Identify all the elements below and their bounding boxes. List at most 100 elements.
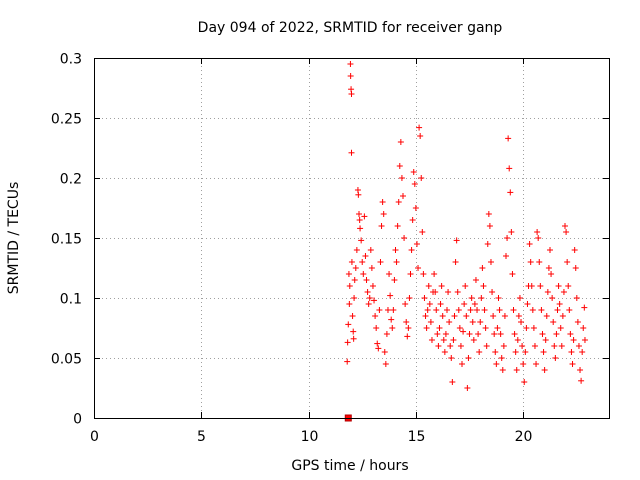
data-point bbox=[577, 367, 584, 373]
data-point bbox=[422, 313, 429, 319]
data-point bbox=[494, 325, 501, 331]
data-point bbox=[362, 253, 369, 259]
data-point bbox=[553, 331, 560, 337]
data-point bbox=[518, 319, 525, 325]
data-point bbox=[474, 307, 481, 313]
data-point bbox=[351, 295, 358, 301]
data-point bbox=[544, 289, 551, 295]
data-point bbox=[349, 313, 356, 319]
data-point bbox=[451, 313, 458, 319]
data-point bbox=[434, 331, 441, 337]
chart-title: Day 094 of 2022, SRMTID for receiver gan… bbox=[198, 20, 503, 36]
data-point bbox=[543, 313, 550, 319]
data-point bbox=[439, 313, 446, 319]
data-point bbox=[408, 247, 415, 253]
data-point bbox=[533, 361, 540, 367]
data-point bbox=[357, 225, 364, 232]
data-point bbox=[460, 328, 467, 335]
data-point bbox=[471, 301, 478, 307]
data-point bbox=[421, 295, 428, 301]
data-point bbox=[387, 292, 394, 299]
data-point bbox=[353, 247, 360, 253]
data-point bbox=[530, 325, 537, 331]
data-point bbox=[513, 367, 520, 373]
data-point bbox=[545, 265, 552, 271]
data-point bbox=[522, 349, 529, 355]
data-point bbox=[394, 223, 401, 229]
data-point bbox=[398, 175, 405, 181]
data-point bbox=[449, 379, 456, 385]
data-point bbox=[425, 283, 432, 289]
data-point bbox=[526, 241, 533, 247]
data-point bbox=[452, 259, 459, 265]
data-point bbox=[344, 358, 351, 365]
data-point bbox=[501, 313, 508, 319]
data-point bbox=[550, 319, 557, 325]
data-point bbox=[360, 271, 367, 277]
data-point bbox=[407, 271, 414, 277]
data-point bbox=[559, 313, 566, 319]
data-point bbox=[493, 361, 500, 367]
data-point bbox=[529, 307, 536, 313]
data-point bbox=[411, 181, 418, 187]
data-point bbox=[393, 259, 400, 265]
data-point bbox=[497, 331, 504, 337]
data-point bbox=[346, 301, 353, 307]
data-point bbox=[540, 349, 547, 355]
x-axis-ticks: 0 5 10 15 20 bbox=[90, 58, 532, 445]
data-point bbox=[401, 235, 408, 241]
data-point bbox=[468, 295, 475, 301]
data-point bbox=[383, 331, 390, 337]
data-point bbox=[350, 328, 357, 335]
data-point bbox=[486, 223, 493, 229]
data-point bbox=[560, 289, 567, 295]
data-point bbox=[551, 343, 558, 349]
data-point bbox=[538, 307, 545, 313]
data-point bbox=[580, 325, 587, 331]
data-point bbox=[435, 343, 442, 349]
data-point bbox=[356, 217, 363, 223]
data-point bbox=[523, 325, 530, 331]
plot-frame bbox=[94, 58, 610, 419]
data-point bbox=[391, 277, 398, 283]
data-point bbox=[443, 307, 450, 313]
data-point bbox=[368, 265, 375, 271]
data-point bbox=[450, 337, 457, 343]
x-tick-label: 10 bbox=[301, 429, 319, 445]
data-point bbox=[445, 289, 452, 295]
data-point bbox=[556, 301, 563, 307]
data-point bbox=[572, 265, 579, 271]
data-point bbox=[420, 271, 427, 277]
data-point bbox=[465, 355, 472, 361]
data-point bbox=[573, 295, 580, 301]
data-point bbox=[515, 313, 522, 319]
data-point bbox=[499, 367, 506, 373]
data-point bbox=[566, 307, 573, 313]
data-point bbox=[372, 313, 379, 319]
y-tick-label: 0.3 bbox=[60, 52, 82, 68]
data-point bbox=[498, 355, 505, 361]
data-point bbox=[520, 361, 527, 367]
data-point bbox=[410, 169, 417, 175]
data-point bbox=[441, 349, 448, 355]
data-point bbox=[509, 271, 516, 277]
data-point bbox=[514, 337, 521, 343]
data-point bbox=[363, 277, 370, 283]
data-point bbox=[557, 325, 564, 331]
data-point bbox=[534, 229, 541, 235]
data-point bbox=[536, 259, 543, 265]
data-point bbox=[552, 355, 559, 361]
data-point bbox=[569, 361, 576, 367]
data-point bbox=[480, 283, 487, 289]
data-point bbox=[395, 199, 402, 205]
data-point bbox=[579, 349, 586, 355]
data-point bbox=[377, 259, 384, 265]
x-tick-label: 5 bbox=[197, 429, 206, 445]
data-point bbox=[570, 337, 577, 343]
data-point bbox=[406, 295, 413, 301]
data-point bbox=[356, 211, 363, 217]
data-point bbox=[392, 247, 399, 253]
data-point bbox=[510, 307, 517, 313]
data-point bbox=[345, 321, 352, 328]
data-point bbox=[376, 307, 383, 313]
